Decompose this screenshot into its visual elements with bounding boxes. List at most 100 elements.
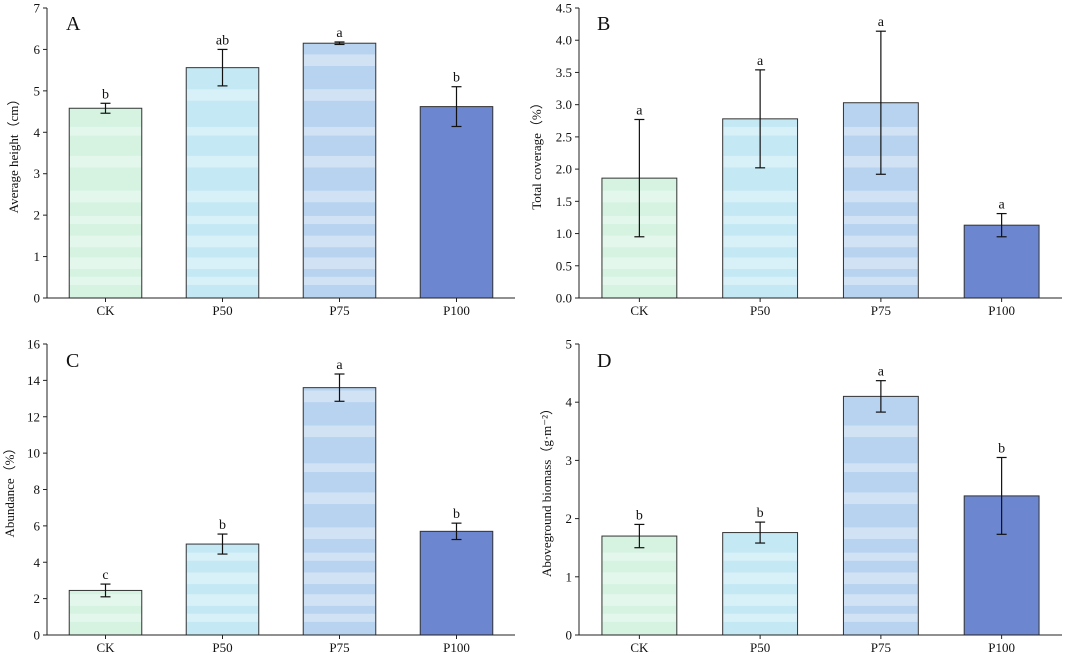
x-tick-label: P100 (988, 303, 1015, 318)
y-tick-label: 0 (34, 628, 41, 643)
y-tick-label: 6 (34, 518, 41, 533)
y-tick-label: 4 (566, 395, 573, 410)
x-tick-label: CK (96, 303, 115, 318)
y-tick-label: 8 (34, 482, 41, 497)
error-bar-B-P100 (996, 212, 1007, 238)
y-tick-label: 4 (34, 125, 41, 140)
error-bar-B-P50 (755, 69, 766, 169)
error-bar-C-CK (100, 583, 111, 598)
x-tick-label: CK (96, 640, 115, 653)
x-tick-label: P50 (750, 640, 770, 653)
bar-C-P75 (302, 387, 377, 636)
y-tick-label: 1.5 (556, 194, 572, 209)
y-tick-label: 0.5 (556, 258, 572, 273)
sig-label-C-P50: b (219, 518, 226, 533)
y-tick-label: 3 (566, 453, 573, 468)
y-tick-label: 5 (34, 83, 41, 98)
y-tick-label: 2.0 (556, 162, 572, 177)
y-tick-label: 1 (34, 249, 41, 264)
panel-D: b CK b P50 a P75 b P100 0 1 2 3 4 5 Aboveground biomas… (539, 337, 1062, 653)
panel-A: b CK ab P50 a P75 b P100 0 1 2 3 4 5 6 7 Average height（… (6, 1, 515, 318)
error-bar-D-CK (634, 523, 645, 549)
error-bar-C-P75 (334, 373, 345, 402)
y-tick-label: 5 (566, 337, 573, 352)
y-tick-label: 4 (34, 555, 41, 570)
x-tick-label: P100 (443, 303, 470, 318)
x-tick-label: P75 (871, 303, 891, 318)
sig-label-D-CK: b (636, 508, 643, 523)
y-tick-label: 1 (566, 569, 573, 584)
error-bar-A-CK (100, 102, 111, 114)
y-tick-label: 14 (27, 373, 41, 388)
sig-label-B-P100: a (999, 198, 1006, 213)
sig-label-C-P100: b (453, 507, 460, 522)
x-tick-label: CK (630, 640, 649, 653)
sig-label-B-P75: a (878, 15, 885, 30)
x-tick-label: P75 (871, 640, 891, 653)
y-tick-label: 7 (34, 1, 41, 16)
y-tick-label: 0 (566, 628, 573, 643)
error-bar-C-P100 (451, 522, 462, 541)
error-bar-D-P75 (875, 380, 886, 413)
x-tick-label: P50 (750, 303, 770, 318)
y-tick-label: 3 (34, 166, 41, 181)
sig-label-B-CK: a (636, 103, 643, 118)
y-axis-label-D: Aboveground biomass（g·m⁻²） (539, 402, 554, 577)
panel-label-C: C (66, 350, 79, 372)
sig-label-A-P75: a (336, 26, 343, 41)
sig-label-B-P50: a (757, 54, 764, 69)
error-bar-A-P50 (217, 48, 228, 87)
error-bar-D-P50 (755, 521, 766, 544)
x-tick-label: P100 (988, 640, 1015, 653)
error-bar-B-CK (634, 118, 645, 238)
panel-C: c CK b P50 a P75 b P100 0 2 4 6 8 10 12 14 16 Abundance（%… (2, 337, 515, 653)
y-tick-label: 1.0 (556, 226, 572, 241)
bar-D-CK (601, 535, 678, 636)
y-axis-label-A: Average height（cm） (6, 93, 21, 214)
y-tick-label: 12 (27, 409, 40, 424)
sig-label-C-P75: a (336, 358, 343, 373)
panel-label-B: B (597, 13, 610, 35)
sig-label-D-P100: b (998, 441, 1005, 456)
bar-B-CK (601, 177, 678, 299)
bar-C-CK (68, 589, 143, 636)
bar-A-P50 (185, 67, 260, 299)
y-tick-label: 2.5 (556, 129, 572, 144)
y-tick-label: 0.0 (556, 291, 572, 306)
y-tick-label: 16 (27, 337, 41, 352)
bar-C-P50 (185, 543, 260, 636)
y-tick-label: 4.5 (556, 1, 572, 16)
bar-A-CK (68, 107, 143, 299)
bar-C-P100 (419, 530, 494, 636)
x-tick-label: CK (630, 303, 649, 318)
error-bar-C-P50 (217, 533, 228, 555)
sig-label-D-P75: a (878, 365, 885, 380)
x-tick-label: P50 (212, 640, 232, 653)
panel-label-D: D (597, 350, 611, 372)
error-bar-B-P75 (875, 30, 886, 175)
y-tick-label: 6 (34, 42, 41, 57)
sig-label-A-CK: b (102, 87, 109, 102)
y-tick-label: 10 (27, 446, 40, 461)
panel-label-A: A (66, 13, 81, 35)
x-tick-label: P100 (443, 640, 470, 653)
y-tick-label: 2 (34, 208, 41, 223)
panel-B: a CK a P50 a P75 a P100 0.0 0.5 1.0 1.5 2.0 2.5 3.0 3.5… (529, 1, 1062, 318)
x-tick-label: P75 (329, 303, 349, 318)
error-bar-A-P100 (451, 86, 462, 128)
y-axis-label-B: Total coverage（%） (529, 96, 544, 210)
sig-label-D-P50: b (757, 506, 764, 521)
y-tick-label: 0 (34, 291, 41, 306)
x-tick-label: P75 (329, 640, 349, 653)
bar-D-P50 (722, 532, 799, 636)
bar-A-P75 (302, 42, 377, 299)
y-tick-label: 3.0 (556, 97, 572, 112)
y-tick-label: 2 (566, 511, 573, 526)
sig-label-A-P50: ab (216, 33, 229, 48)
sig-label-A-P100: b (453, 71, 460, 86)
error-bar-D-P100 (996, 456, 1007, 535)
y-tick-label: 2 (34, 591, 41, 606)
x-tick-label: P50 (212, 303, 232, 318)
y-axis-label-C: Abundance（%） (2, 441, 17, 537)
